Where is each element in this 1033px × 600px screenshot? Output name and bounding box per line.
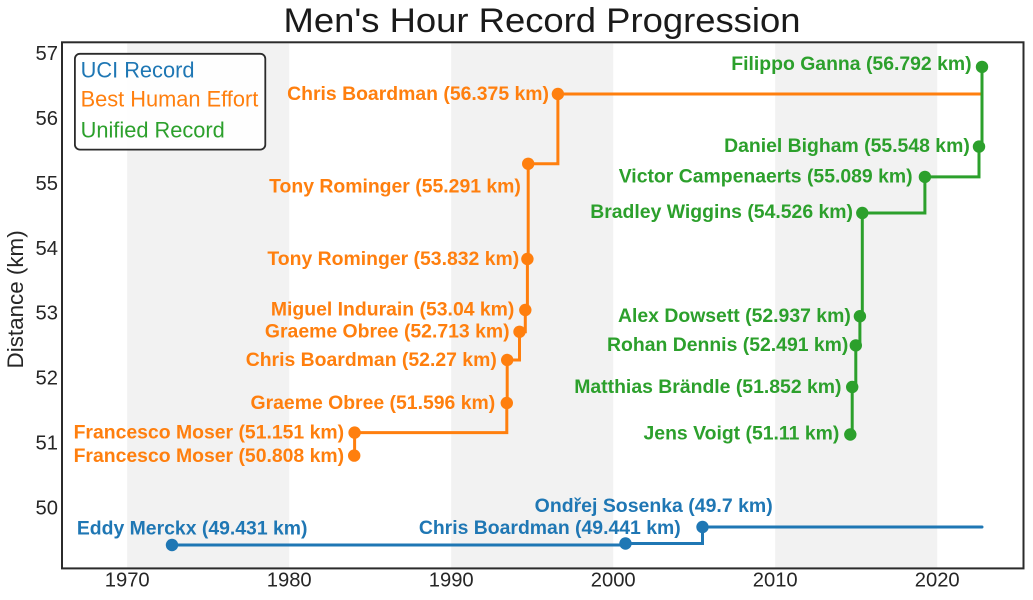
svg-text:Filippo Ganna (56.792 km): Filippo Ganna (56.792 km) (731, 53, 971, 75)
svg-text:Matthias Brändle (51.852 km): Matthias Brändle (51.852 km) (574, 376, 841, 398)
svg-text:Chris Boardman (49.441 km): Chris Boardman (49.441 km) (419, 517, 681, 539)
svg-text:Graeme Obree (52.713 km): Graeme Obree (52.713 km) (265, 320, 510, 342)
svg-text:2010: 2010 (753, 570, 798, 592)
svg-text:Bradley Wiggins (54.526 km): Bradley Wiggins (54.526 km) (590, 201, 853, 223)
svg-text:54: 54 (36, 238, 58, 260)
svg-text:Graeme Obree (51.596 km): Graeme Obree (51.596 km) (251, 392, 496, 414)
svg-text:1980: 1980 (267, 570, 312, 592)
svg-text:56: 56 (36, 108, 58, 130)
svg-text:Francesco Moser (50.808 km): Francesco Moser (50.808 km) (74, 445, 345, 467)
svg-text:Chris Boardman (52.27 km): Chris Boardman (52.27 km) (246, 349, 497, 371)
svg-text:Ondřej Sosenka (49.7 km): Ondřej Sosenka (49.7 km) (535, 495, 773, 517)
svg-text:Victor Campenaerts (55.089 km): Victor Campenaerts (55.089 km) (619, 165, 913, 187)
svg-text:Miguel Indurain (53.04 km): Miguel Indurain (53.04 km) (271, 299, 515, 321)
svg-text:2020: 2020 (915, 570, 960, 592)
svg-text:53: 53 (36, 303, 58, 325)
svg-text:Eddy Merckx (49.431 km): Eddy Merckx (49.431 km) (77, 518, 308, 540)
svg-text:Daniel Bigham (55.548 km): Daniel Bigham (55.548 km) (724, 135, 970, 157)
svg-text:Men's Hour Record Progression: Men's Hour Record Progression (284, 2, 801, 40)
svg-text:50: 50 (36, 497, 58, 519)
svg-text:55: 55 (36, 173, 58, 195)
svg-text:Distance (km): Distance (km) (3, 230, 28, 368)
svg-text:1990: 1990 (429, 570, 474, 592)
svg-text:51: 51 (36, 433, 58, 455)
svg-text:52: 52 (36, 368, 58, 390)
svg-text:2000: 2000 (591, 570, 636, 592)
svg-text:UCI Record: UCI Record (81, 57, 195, 82)
svg-text:57: 57 (36, 43, 58, 65)
svg-text:Alex Dowsett (52.937 km): Alex Dowsett (52.937 km) (618, 305, 851, 327)
svg-text:Rohan Dennis (52.491 km): Rohan Dennis (52.491 km) (607, 334, 848, 356)
svg-text:Tony Rominger (53.832 km): Tony Rominger (53.832 km) (267, 248, 519, 270)
svg-text:Best Human Effort: Best Human Effort (81, 86, 259, 111)
svg-text:Francesco Moser (51.151 km): Francesco Moser (51.151 km) (74, 421, 345, 443)
svg-text:Jens Voigt (51.11 km): Jens Voigt (51.11 km) (644, 423, 840, 445)
svg-text:Chris Boardman (56.375 km): Chris Boardman (56.375 km) (287, 83, 549, 105)
svg-text:Tony Rominger (55.291 km): Tony Rominger (55.291 km) (269, 176, 521, 198)
svg-text:Unified Record: Unified Record (81, 118, 225, 143)
svg-text:1970: 1970 (105, 570, 150, 592)
